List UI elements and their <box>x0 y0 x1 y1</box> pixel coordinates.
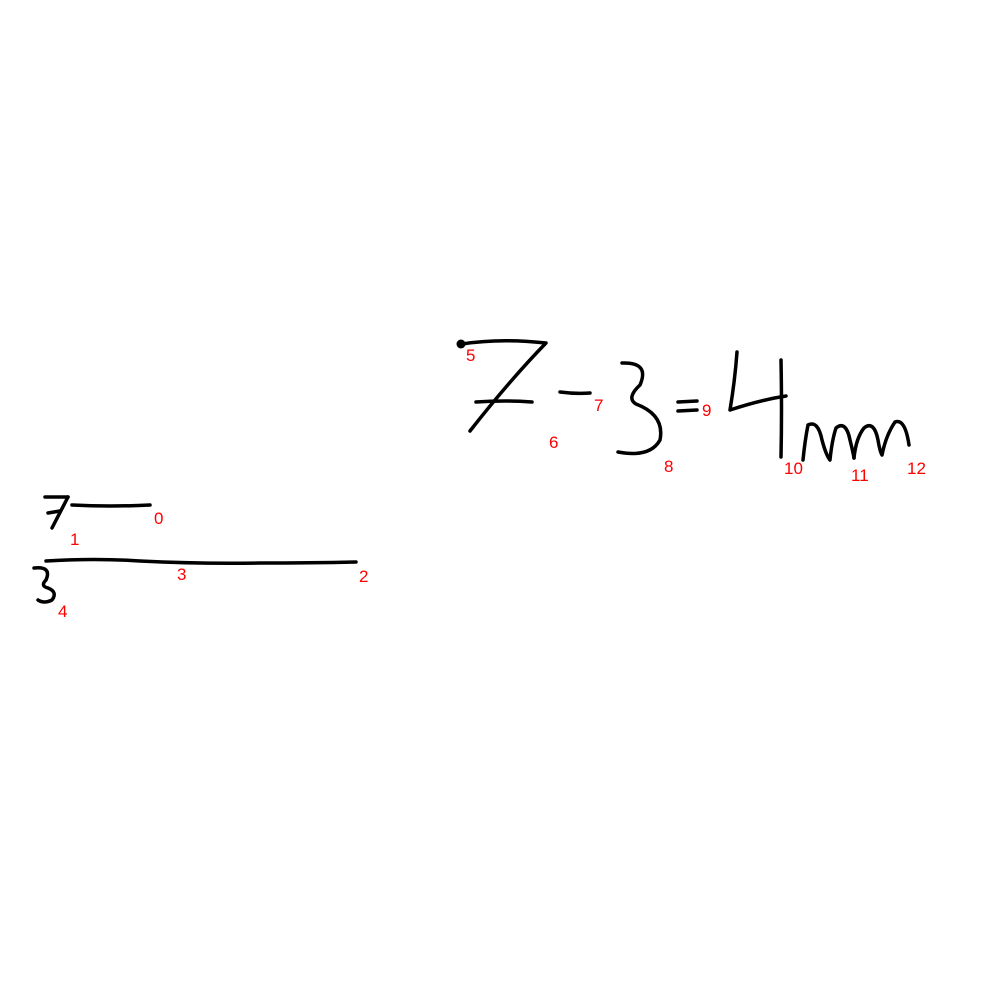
stroke-line-short <box>70 503 152 508</box>
stroke-label-4: 4 <box>58 602 68 621</box>
stroke-equals-bottom <box>676 408 699 413</box>
stroke-label-7: 7 <box>594 396 604 415</box>
stroke-line-long <box>44 557 358 565</box>
stroke-4-vertical <box>779 358 784 459</box>
stroke-m-second <box>852 419 911 460</box>
stroke-label-0: 0 <box>154 509 164 528</box>
stroke-label-5: 5 <box>466 346 476 365</box>
stroke-start-dot <box>456 339 466 349</box>
stroke-label-3: 3 <box>177 565 187 584</box>
stroke-3-right <box>616 361 663 456</box>
stroke-label-8: 8 <box>664 457 674 476</box>
stroke-label-12: 12 <box>907 459 926 478</box>
stroke-equals-top <box>676 399 699 404</box>
stroke-label-11: 11 <box>851 466 869 485</box>
stroke-label-6: 6 <box>549 433 559 452</box>
stroke-label-9: 9 <box>702 401 712 420</box>
stroke-label-1: 1 <box>70 530 80 549</box>
stroke-7-right-cross <box>474 399 534 404</box>
stroke-label-2: 2 <box>359 567 369 586</box>
stroke-7-left-cross <box>46 509 62 515</box>
stroke-label-10: 10 <box>784 459 803 478</box>
stroke-minus <box>558 390 592 396</box>
stroke-4 <box>728 350 788 412</box>
stroke-3-left <box>32 566 56 604</box>
stroke-m-first <box>801 422 856 462</box>
